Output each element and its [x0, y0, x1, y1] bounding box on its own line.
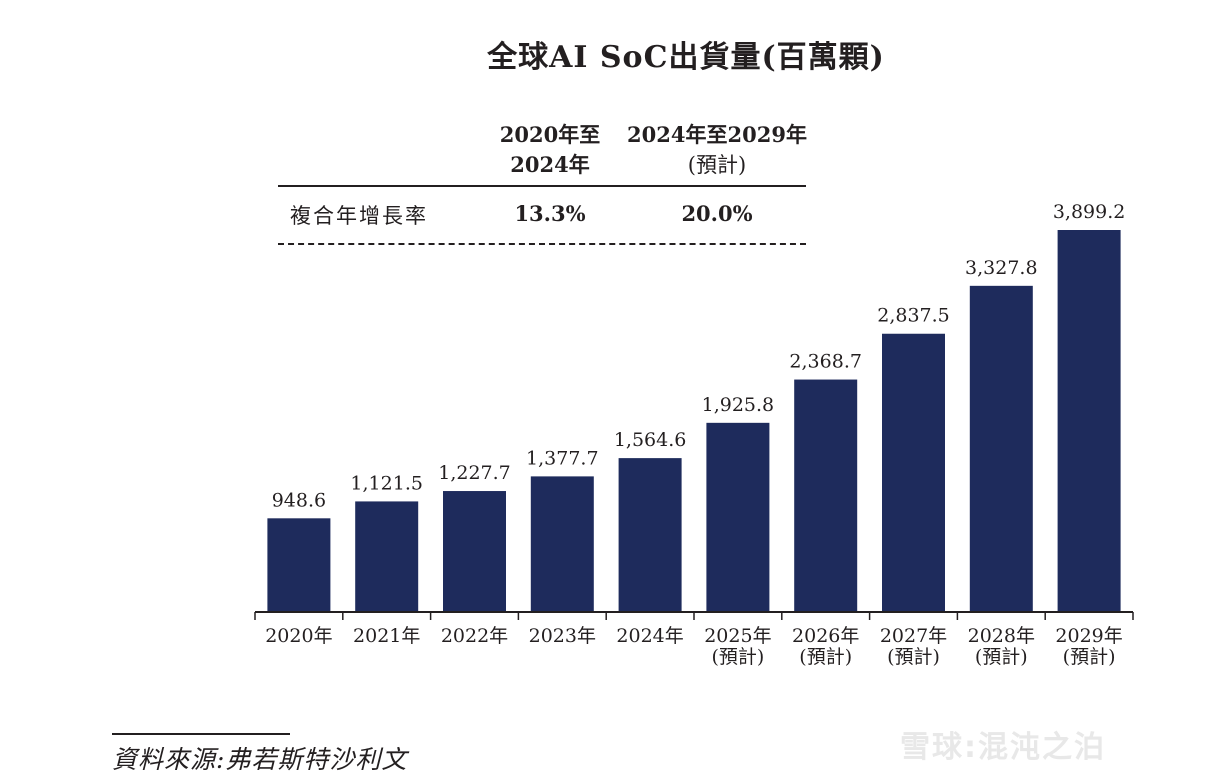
chart-title: 全球AI SoC出貨量(百萬顆)	[487, 40, 885, 75]
data-label-4: 1,564.6	[614, 429, 687, 451]
category-sublabel-6: (預計)	[799, 646, 852, 668]
bar-9	[1057, 230, 1121, 611]
category-label-8: 2028年	[968, 625, 1035, 647]
category-sublabel-9: (預計)	[1063, 646, 1116, 668]
source-note: 資料來源:弗若斯特沙利文	[112, 745, 408, 774]
cagr-table-top-rule	[278, 185, 806, 187]
category-sublabel-8: (預計)	[975, 646, 1028, 668]
bar-0	[267, 518, 331, 611]
bar-1	[355, 501, 419, 611]
cagr-header-1-line1: 2020年至	[499, 122, 601, 147]
category-sublabel-5: (預計)	[711, 646, 764, 668]
bar-3	[530, 476, 594, 611]
cagr-header-2020-2024: 2020年至 2024年	[488, 120, 612, 180]
data-label-3: 1,377.7	[526, 447, 599, 469]
bar-2	[443, 491, 506, 611]
cagr-value-2020-2024: 13.3%	[514, 201, 586, 226]
data-label-0: 948.6	[272, 489, 326, 511]
category-label-5: 2025年	[704, 625, 771, 647]
category-label-4: 2024年	[616, 625, 683, 647]
bar-8	[969, 285, 1033, 611]
cagr-header-2-line2: (預計)	[687, 153, 747, 177]
source-rule	[112, 733, 290, 735]
data-label-9: 3,899.2	[1053, 201, 1126, 223]
bar-4	[618, 458, 682, 611]
data-label-2: 1,227.7	[438, 462, 511, 484]
cagr-header-2024-2029: 2024年至2029年 (預計)	[622, 120, 812, 180]
category-label-6: 2026年	[792, 625, 859, 647]
data-label-6: 2,368.7	[789, 351, 862, 373]
category-sublabel-7: (預計)	[887, 646, 940, 668]
category-label-2: 2022年	[441, 625, 508, 647]
category-label-3: 2023年	[529, 625, 596, 647]
data-label-5: 1,925.8	[702, 394, 775, 416]
category-label-0: 2020年	[265, 625, 332, 647]
bar-6	[794, 379, 858, 611]
data-label-8: 3,327.8	[965, 257, 1038, 279]
cagr-table-bottom-rule	[278, 243, 806, 245]
category-label-1: 2021年	[353, 625, 420, 647]
watermark: 雪球:混沌之泊	[900, 730, 1106, 765]
cagr-header-2-line1: 2024年至2029年	[627, 122, 807, 147]
cagr-row-label: 複合年增長率	[290, 204, 428, 228]
bar-5	[706, 422, 770, 611]
data-label-7: 2,837.5	[877, 305, 950, 327]
data-label-1: 1,121.5	[350, 472, 423, 494]
category-label-7: 2027年	[880, 625, 947, 647]
category-label-9: 2029年	[1055, 625, 1122, 647]
cagr-header-1-line2: 2024年	[510, 152, 590, 177]
bar-7	[882, 333, 945, 611]
cagr-value-2024-2029: 20.0%	[681, 201, 753, 226]
